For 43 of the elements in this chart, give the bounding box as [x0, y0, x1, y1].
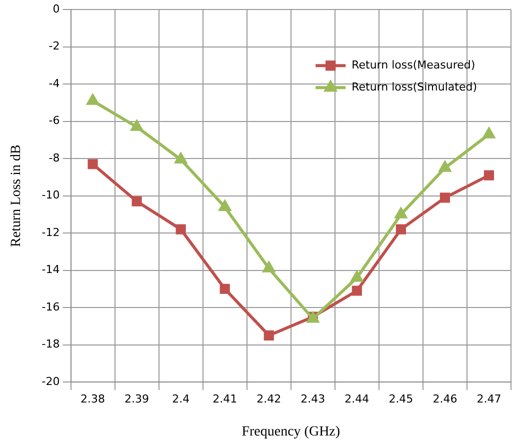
- point: [439, 161, 451, 172]
- x-tick-label: 2.43: [300, 392, 326, 406]
- y-tick-label: 0: [52, 2, 60, 16]
- x-tick-label: 2.4: [172, 392, 190, 406]
- y-tick-label: -10: [42, 188, 60, 202]
- x-tick-label: 2.44: [344, 392, 370, 406]
- point: [220, 284, 230, 294]
- y-tick-label: -12: [42, 226, 60, 239]
- point: [88, 159, 98, 170]
- point: [352, 286, 362, 296]
- point: [264, 330, 274, 340]
- y-tick-label: -2: [48, 40, 60, 53]
- point: [351, 271, 363, 282]
- point: [440, 192, 450, 203]
- point: [395, 208, 407, 218]
- x-tick-label: 2.46: [432, 392, 458, 406]
- point: [132, 196, 142, 206]
- x-axis-title: Frequency (GHz): [242, 424, 340, 440]
- point: [396, 224, 406, 234]
- y-tick-label: -14: [42, 263, 60, 276]
- point: [130, 120, 143, 131]
- y-tick-label: -4: [48, 76, 60, 90]
- x-tick-label: 2.38: [80, 392, 106, 406]
- point: [483, 128, 495, 138]
- y-tick-label: -6: [48, 114, 60, 128]
- y-axis-title: Return Loss in dB: [9, 144, 24, 247]
- legend-label: Return loss(Simulated): [352, 80, 478, 94]
- y-tick-label: -8: [48, 151, 60, 164]
- point: [263, 262, 275, 272]
- point: [219, 200, 231, 211]
- point: [174, 152, 187, 164]
- y-tick-label: -20: [42, 374, 60, 388]
- y-tick-label: -16: [42, 300, 60, 314]
- point: [176, 224, 186, 234]
- point: [484, 170, 494, 180]
- x-tick-label: 2.41: [212, 392, 238, 406]
- x-tick-label: 2.42: [256, 392, 282, 406]
- legend-label: Return loss(Measured): [352, 58, 476, 72]
- x-tick-label: 2.39: [124, 392, 150, 406]
- point: [86, 94, 99, 105]
- x-tick-label: 2.47: [476, 392, 502, 406]
- x-tick-label: 2.45: [388, 392, 414, 406]
- y-tick-label: -18: [42, 338, 60, 351]
